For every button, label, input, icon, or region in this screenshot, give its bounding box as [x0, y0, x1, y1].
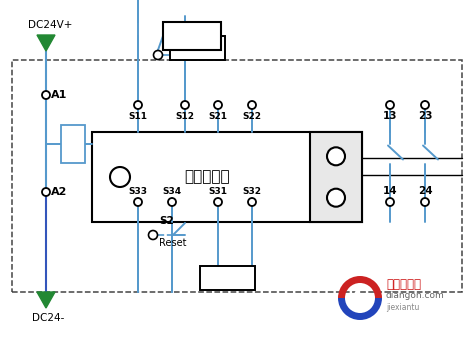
- Circle shape: [110, 167, 130, 187]
- Bar: [12, 60, 462, 292]
- Polygon shape: [37, 292, 55, 308]
- Text: 23: 23: [418, 111, 432, 121]
- Text: A2: A2: [51, 187, 67, 197]
- Text: S22: S22: [243, 112, 261, 121]
- Circle shape: [153, 50, 162, 60]
- Circle shape: [386, 198, 394, 206]
- Circle shape: [149, 231, 158, 239]
- Text: A1: A1: [51, 90, 67, 100]
- Circle shape: [214, 198, 222, 206]
- Circle shape: [134, 101, 142, 109]
- Text: S32: S32: [243, 187, 261, 196]
- Text: S2: S2: [159, 216, 174, 226]
- Bar: [170, 36, 225, 60]
- Circle shape: [42, 91, 50, 99]
- Text: DC24V+: DC24V+: [28, 20, 72, 30]
- Text: 电工学习网: 电工学习网: [386, 278, 421, 290]
- Wedge shape: [338, 276, 382, 298]
- Bar: [92, 132, 362, 222]
- Text: 安全继电器: 安全继电器: [184, 169, 230, 184]
- Circle shape: [134, 198, 142, 206]
- Text: S21: S21: [209, 112, 228, 121]
- Text: 14: 14: [383, 186, 397, 196]
- Text: Reset: Reset: [159, 238, 186, 248]
- Circle shape: [421, 198, 429, 206]
- Text: S33: S33: [128, 187, 147, 196]
- Text: S11: S11: [128, 112, 147, 121]
- Circle shape: [181, 101, 189, 109]
- Bar: [163, 22, 221, 50]
- Circle shape: [327, 147, 345, 165]
- Text: diangon.com: diangon.com: [386, 292, 445, 301]
- Text: S1: S1: [162, 35, 177, 45]
- Text: jiexiantu: jiexiantu: [386, 302, 420, 312]
- Text: 24: 24: [418, 186, 432, 196]
- Bar: [61, 125, 85, 162]
- Circle shape: [327, 189, 345, 207]
- Text: S12: S12: [176, 112, 194, 121]
- Circle shape: [248, 101, 256, 109]
- Circle shape: [214, 101, 222, 109]
- Polygon shape: [353, 284, 367, 310]
- Text: S31: S31: [209, 187, 228, 196]
- Circle shape: [168, 198, 176, 206]
- Circle shape: [386, 101, 394, 109]
- Circle shape: [42, 188, 50, 196]
- Circle shape: [421, 101, 429, 109]
- Bar: [200, 266, 255, 290]
- Text: S34: S34: [162, 187, 182, 196]
- Wedge shape: [338, 298, 382, 320]
- Text: DC24-: DC24-: [32, 313, 64, 323]
- Bar: [310, 132, 362, 222]
- Polygon shape: [37, 35, 55, 51]
- Circle shape: [248, 198, 256, 206]
- Text: 13: 13: [383, 111, 397, 121]
